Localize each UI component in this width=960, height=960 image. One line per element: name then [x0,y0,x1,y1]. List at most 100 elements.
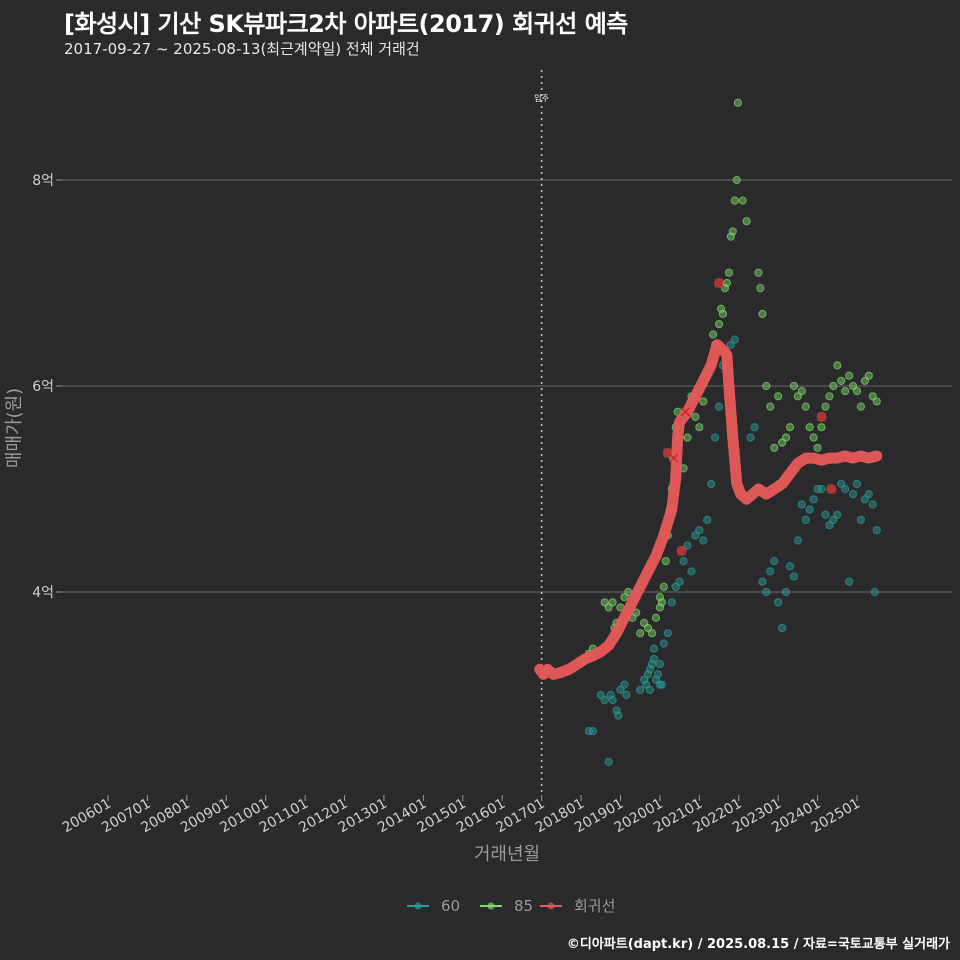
point-85 [657,598,666,607]
point-60 [614,711,623,720]
regression-layer [534,278,883,680]
regression-marker-cross [714,278,724,288]
regression-marker [816,411,827,422]
point-85 [825,392,834,401]
legend-swatch-dot [547,902,555,910]
regression-marker-cross [677,546,687,556]
point-85 [738,196,747,205]
point-60 [622,690,631,700]
regression-marker [676,545,687,556]
point-85 [608,598,617,607]
point-60 [655,660,664,669]
point-60 [649,654,659,664]
point-60 [750,423,759,432]
point-60 [584,726,594,736]
point-60 [789,572,799,581]
point-60 [856,515,866,525]
regression-marker-cross [669,453,679,463]
regression-marker [826,484,837,494]
point-60 [620,680,629,689]
annotation-layer: 입주 [534,70,549,795]
point-85 [774,392,783,401]
point-60 [845,577,854,586]
point-60 [770,557,779,566]
point-60 [848,490,858,499]
point-60 [852,479,862,488]
point-60 [785,562,795,571]
point-60 [649,644,659,653]
legend-swatch-dot [414,902,422,910]
point-60 [864,490,873,499]
legend: 60 85 회귀선 [407,897,615,915]
point-85 [837,376,846,385]
point-60 [659,639,668,648]
point-60 [655,680,664,689]
point-60 [868,500,877,509]
point-85 [758,309,767,318]
regression-marker [668,453,679,464]
point-60 [636,685,645,694]
point-85 [833,361,842,370]
point-60 [657,680,666,689]
point-85 [797,387,806,396]
point-85 [785,423,795,432]
point-60 [758,577,767,586]
point-85 [872,397,881,406]
point-60 [710,433,720,442]
point-60 [821,510,830,519]
point-60 [774,598,783,607]
point-60 [817,484,826,494]
point-85 [813,443,822,452]
point-85 [801,402,810,411]
regression-line [534,339,883,680]
point-85 [714,320,724,329]
point-85 [661,557,670,566]
point-85 [762,381,771,391]
regression-marker-cross [816,412,827,422]
point-85 [732,175,741,185]
point-85 [864,371,873,380]
point-85 [722,278,732,288]
point-60 [703,515,712,525]
point-85 [817,423,826,432]
point-85 [733,98,743,107]
point-85 [742,217,751,226]
point-60 [762,587,771,597]
point-60 [663,629,672,638]
point-60 [833,510,842,519]
point-85 [691,412,700,421]
point-85 [636,629,645,638]
axis-layer: 4억6억8억2006012007012008012009012010012011… [32,173,863,836]
point-60 [841,484,850,494]
point-85 [789,381,799,391]
point-85 [756,284,765,293]
point-60 [675,577,684,586]
regression-marker-cross [826,484,836,494]
y-tick-label: 6억 [32,379,54,395]
legend-label: 60 [441,897,460,915]
point-85 [852,387,862,396]
point-60 [797,500,806,509]
point-85 [718,309,728,318]
point-85 [695,423,704,432]
x-axis-title: 거래년월 [474,844,540,865]
point-60 [730,335,739,344]
regression-marker [714,278,725,288]
chart-subtitle: 2017-09-27 ~ 2025-08-13(최근계약일) 전체 거래건 [64,40,420,58]
source-credit: ©디아파트(dapt.kr) / 2025.08.15 / 자료=국토교통부 실… [566,937,950,952]
point-85 [829,381,838,391]
point-85 [728,227,737,236]
grid [62,179,952,593]
legend-label: 회귀선 [574,897,615,915]
point-60 [766,567,775,576]
point-85 [647,629,657,638]
point-60 [872,526,881,535]
point-85 [659,582,668,591]
point-60 [714,402,724,411]
chart-title: [화성시] 기산 SK뷰파크2차 아파트(2017) 회귀선 예측 [64,10,628,38]
point-85 [651,613,661,622]
point-85 [709,330,718,339]
point-85 [856,402,866,411]
point-60 [699,536,708,545]
point-85 [699,397,708,406]
